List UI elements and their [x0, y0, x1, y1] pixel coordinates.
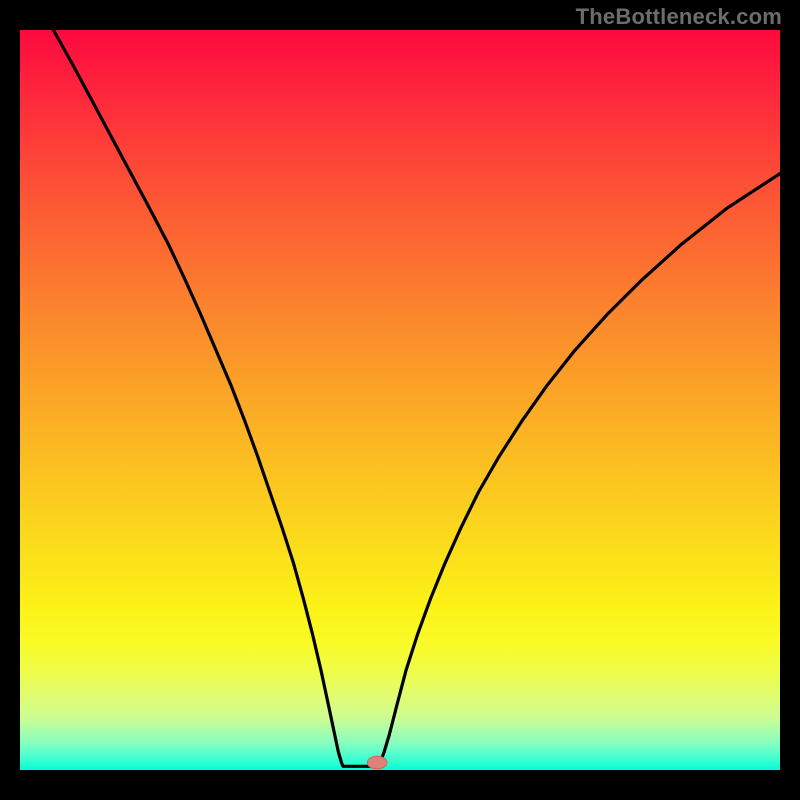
chart-container: { "watermark": { "text": "TheBottleneck.…	[0, 0, 800, 800]
watermark-text: TheBottleneck.com	[576, 4, 782, 30]
bottleneck-chart	[0, 0, 800, 800]
optimal-point-marker	[367, 756, 387, 769]
plot-background	[20, 30, 780, 770]
